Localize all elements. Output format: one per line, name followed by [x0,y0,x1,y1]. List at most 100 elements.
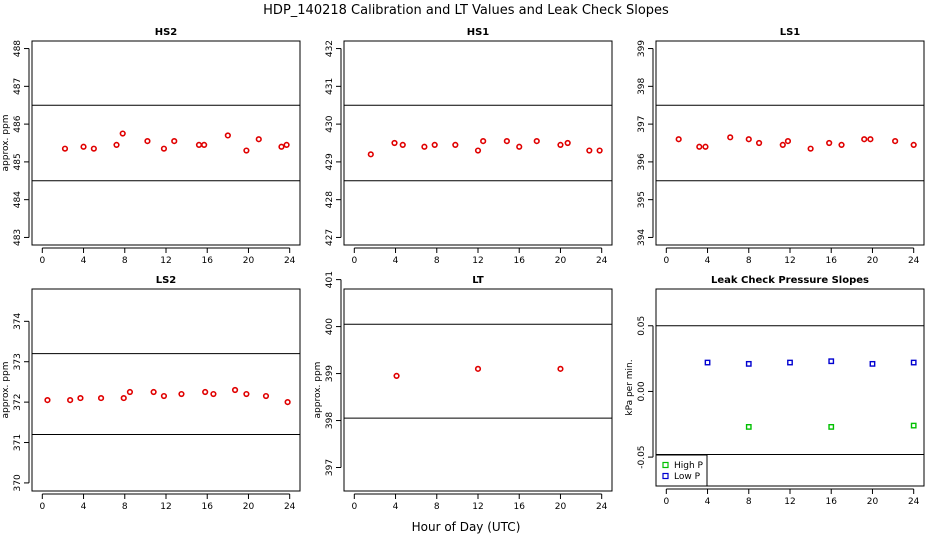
data-point [861,136,868,143]
x-tick-label: 20 [243,256,255,266]
data-point [474,147,482,154]
data-point [44,397,51,404]
x-tick-label: 20 [867,256,879,266]
data-point-high-p [910,422,917,429]
x-tick-label: 16 [826,256,838,266]
x-tick-label: 8 [122,256,128,266]
x-tick-label: 24 [596,502,608,512]
x-tick-label: 0 [663,497,669,507]
x-tick-label: 12 [784,256,795,266]
panel-title: LT [472,275,484,286]
data-point [596,147,603,154]
y-tick-label: 372 [13,394,23,411]
data-point [391,139,398,147]
x-tick-label: 16 [202,502,214,512]
x-tick-label: 4 [81,502,87,512]
x-tick-label: 24 [284,502,296,512]
y-tick-label: 0.05 [637,316,647,336]
y-tick-label: 431 [325,78,335,95]
y-tick-label: 398 [325,412,335,429]
x-tick-label: 4 [393,502,399,512]
data-point [160,392,168,400]
data-point [910,141,917,148]
legend-label: Low P [674,472,701,482]
data-point [278,143,285,150]
data-point [826,139,833,147]
y-axis-label: kPa per min. [625,359,635,415]
x-tick-label: 24 [284,256,296,266]
y-tick-label: 432 [325,40,335,57]
y-tick-label: 394 [637,229,647,246]
y-tick-label: 399 [637,40,647,57]
data-point [892,138,899,145]
plot-frame [343,40,613,246]
y-tick-label: 397 [637,116,647,133]
data-point [90,145,97,152]
data-point [480,138,487,145]
data-point [262,392,270,400]
panel-title: HS1 [467,27,490,38]
data-point [119,130,126,137]
data-point-low-p [869,360,876,367]
data-point [255,136,262,143]
data-point [586,147,593,154]
x-tick-label: 0 [39,502,45,512]
y-tick-label: 483 [13,229,23,246]
y-axis-label: approx. ppm [1,362,11,419]
data-point [807,145,814,152]
x-tick-label: 8 [434,502,440,512]
data-point-high-p [745,424,752,430]
panel-hs1: HS1 0 4 8 12 16 20 24 427 428 429 430 431 432 [325,27,613,266]
data-point [97,394,105,402]
data-point [61,145,69,152]
y-tick-label: 427 [325,229,335,246]
x-tick-label: 16 [826,497,838,507]
data-point [727,134,734,141]
y-tick-label: 396 [637,153,647,170]
panel-leak-check-pressure-slopes: Leak Check Pressure Slopes 0 4 8 12 16 20 24 -0.… [625,275,925,507]
data-point-low-p [910,359,917,366]
y-tick-label: -0.05 [637,445,647,468]
y-tick-label: 484 [13,191,23,208]
legend-marker [662,472,669,480]
data-point [243,390,250,398]
x-tick-label: 4 [81,256,87,266]
data-point [113,141,120,148]
data-point [533,138,540,145]
data-point [838,141,845,148]
y-tick-label: 486 [13,115,23,132]
y-axis-label: approx. ppm [1,115,11,172]
plot-frame [655,40,925,246]
data-point-high-p [828,424,835,430]
legend-marker [662,461,669,469]
data-point [557,365,564,372]
data-point [516,143,523,150]
y-tick-label: 395 [637,191,647,208]
data-point [745,136,752,143]
data-point [171,138,178,145]
x-tick-label: 20 [555,256,567,266]
data-point [564,139,571,147]
x-tick-label: 12 [160,502,171,512]
y-axis-label: approx. ppm [313,362,323,419]
x-tick-label: 8 [434,256,440,266]
plot-frame [655,288,925,487]
data-point [120,394,127,402]
x-tick-label: 16 [514,256,526,266]
data-point-low-p [704,359,711,366]
x-tick-label: 4 [705,497,711,507]
data-point [675,136,682,143]
data-point [702,143,709,150]
y-tick-label: 370 [13,474,23,491]
y-tick-label: 485 [13,153,23,170]
data-point [224,132,231,139]
data-point [160,145,168,152]
x-tick-label: 20 [243,502,255,512]
data-point [178,390,185,398]
x-tick-label: 4 [705,256,711,266]
data-point-low-p [787,359,793,366]
x-tick-label: 0 [39,256,45,266]
y-tick-label: 397 [325,459,335,476]
